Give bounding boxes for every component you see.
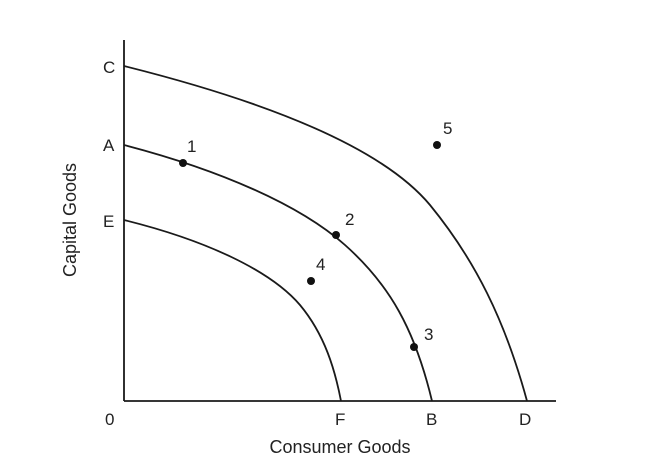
x-axis-title: Consumer Goods [269,437,410,457]
label-f: F [335,410,345,429]
label-b: B [426,410,437,429]
label-d: D [519,410,531,429]
point-5-label: 5 [443,119,452,138]
curve-cd [123,65,528,402]
curve-ab [123,144,433,402]
point-3 [410,343,418,351]
label-c: C [103,58,115,77]
point-1 [179,159,187,167]
point-1-label: 1 [187,137,196,156]
point-3-label: 3 [424,325,433,344]
origin-label: 0 [105,410,114,429]
point-2 [332,231,340,239]
point-2-label: 2 [345,210,354,229]
point-5 [433,141,441,149]
y-axis-title: Capital Goods [60,163,80,277]
point-4 [307,277,315,285]
label-e: E [103,212,114,231]
curve-ef [123,219,342,402]
point-4-label: 4 [316,255,325,274]
label-a: A [103,136,115,155]
